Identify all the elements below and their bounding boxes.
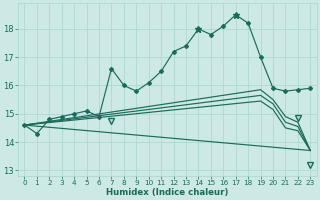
X-axis label: Humidex (Indice chaleur): Humidex (Indice chaleur) bbox=[106, 188, 228, 197]
